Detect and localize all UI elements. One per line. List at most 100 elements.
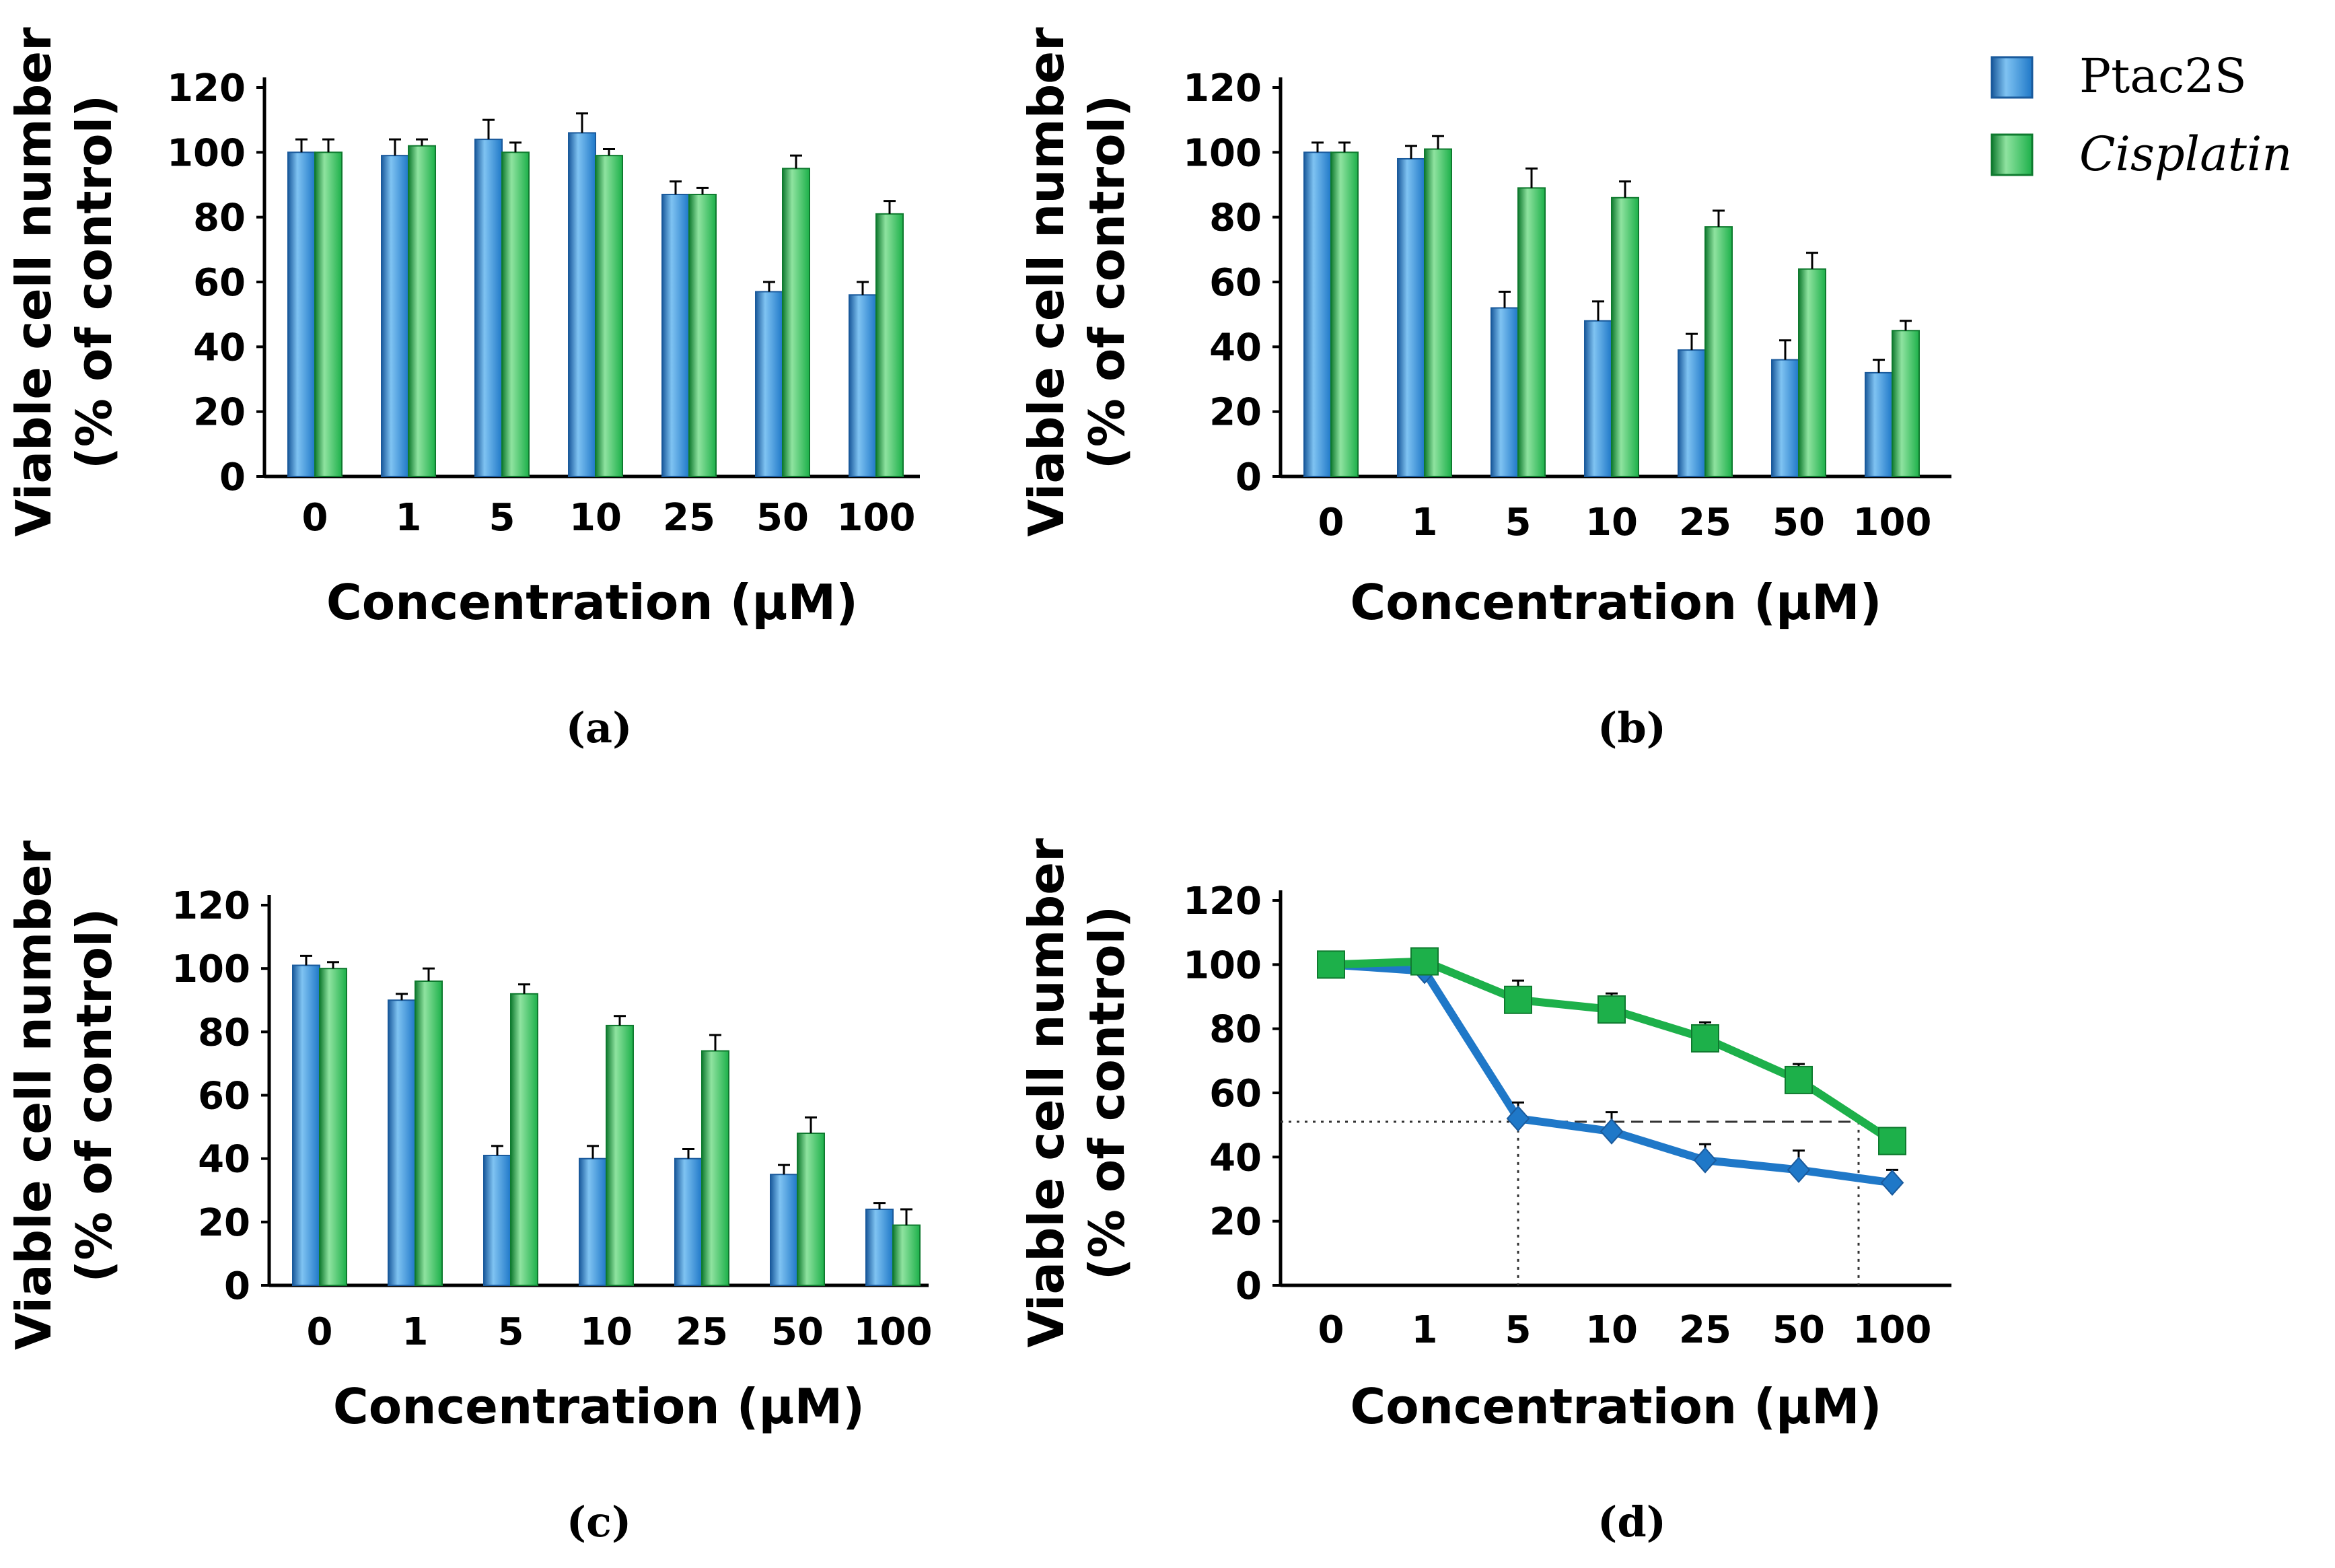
y-tick-label: 100 — [1183, 943, 1262, 987]
panel-label-a: (a) — [566, 703, 633, 752]
bar-cisplatin-100 — [1892, 330, 1920, 477]
bar-cisplatin-50 — [782, 168, 810, 478]
x-tick-label: 1 — [1412, 501, 1438, 544]
y-axis-title-line2: (% of control) — [66, 908, 122, 1282]
bar-ptac2s-5 — [483, 1154, 511, 1287]
bar-cisplatin-0 — [314, 151, 343, 477]
legend-label-cisplatin: Cisplatin — [2079, 127, 2292, 182]
bar-ptac2s-100 — [865, 1209, 894, 1286]
x-tick-label: 50 — [771, 1310, 824, 1354]
x-tick-label: 0 — [302, 496, 328, 540]
x-tick-label: 25 — [676, 1310, 728, 1354]
bar-cisplatin-5 — [1517, 187, 1546, 477]
y-tick-label: 20 — [193, 391, 246, 435]
bar-ptac2s-5 — [474, 139, 503, 477]
y-tick-label: 20 — [1209, 391, 1262, 435]
bar-ptac2s-25 — [1678, 349, 1706, 478]
bar-ptac2s-10 — [568, 132, 596, 478]
bar-ptac2s-50 — [1771, 359, 1799, 477]
x-tick-label: 25 — [1679, 501, 1731, 544]
legend-label-ptac2s: Ptac2S — [2079, 48, 2247, 104]
legend-swatch-cisplatin — [1990, 133, 2034, 176]
bar-ptac2s-50 — [755, 291, 783, 477]
bar-ptac2s-0 — [1303, 151, 1332, 477]
bar-ptac2s-5 — [1490, 307, 1519, 477]
marker-cisplatin-50 — [1785, 1065, 1813, 1094]
chart-panel-c: 0 20 40 60 80 100 120 0 1 5 10 25 50 100 Concentration… — [5, 840, 932, 1435]
chart-panel-a: 0 20 40 60 80 100 120 0 1 5 10 25 50 100 Concentration… — [5, 27, 920, 631]
y-tick-label: 20 — [1209, 1201, 1262, 1244]
x-tick-label: 100 — [837, 496, 916, 540]
y-axis-title-line2: (% of control) — [1079, 95, 1135, 469]
bar-ptac2s-100 — [849, 294, 877, 477]
y-tick-label: 0 — [219, 456, 246, 499]
marker-cisplatin-100 — [1878, 1127, 1906, 1155]
bar-ptac2s-100 — [1865, 371, 1893, 477]
marker-ptac2s-10 — [1600, 1118, 1624, 1145]
marker-cisplatin-0 — [1317, 950, 1345, 979]
y-tick-label: 40 — [198, 1138, 250, 1182]
y-tick-label: 100 — [1183, 131, 1262, 175]
x-tick-label: 1 — [396, 496, 422, 540]
chart-panel-d: 0 20 40 60 80 100 120 0 1 5 10 25 50 100 Concentration… — [1018, 838, 1951, 1435]
bar-cisplatin-100 — [875, 213, 904, 477]
y-tick-label: 80 — [198, 1011, 250, 1055]
y-tick-label: 120 — [167, 67, 246, 110]
y-tick-label: 60 — [193, 261, 246, 305]
x-tick-label: 50 — [756, 496, 809, 540]
bar-ptac2s-1 — [388, 999, 416, 1286]
bar-ptac2s-25 — [674, 1157, 703, 1286]
y-axis-title-line1: Viable cell number — [1018, 838, 1075, 1348]
y-tick-label: 80 — [193, 197, 246, 240]
bar-cisplatin-25 — [701, 1050, 729, 1287]
x-tick-label: 100 — [1853, 1308, 1932, 1352]
y-tick-label: 80 — [1209, 1008, 1262, 1052]
bar-cisplatin-5 — [501, 151, 530, 477]
x-axis-title: Concentration (μM) — [1350, 1378, 1881, 1435]
y-tick-label: 40 — [1209, 326, 1262, 369]
bar-ptac2s-10 — [1584, 320, 1612, 477]
bar-cisplatin-50 — [797, 1133, 825, 1286]
y-axis-title-line2: (% of control) — [1079, 906, 1135, 1280]
marker-ptac2s-5 — [1506, 1105, 1530, 1132]
x-tick-label: 0 — [307, 1310, 333, 1354]
y-tick-label: 60 — [1209, 261, 1262, 305]
marker-cisplatin-5 — [1504, 985, 1532, 1014]
y-axis-title-line1: Viable cell number — [1018, 27, 1075, 537]
x-tick-label: 5 — [1505, 501, 1532, 544]
bar-ptac2s-0 — [292, 964, 320, 1287]
bar-ptac2s-50 — [770, 1174, 798, 1287]
y-axis-title-line1: Viable cell number — [5, 840, 62, 1350]
y-tick-label: 120 — [172, 884, 250, 928]
bar-cisplatin-1 — [415, 981, 443, 1286]
marker-ptac2s-100 — [1880, 1169, 1904, 1196]
y-tick-label: 80 — [1209, 197, 1262, 240]
y-tick-label: 120 — [1183, 67, 1262, 110]
bar-cisplatin-0 — [1330, 151, 1359, 477]
x-axis-title: Concentration (μM) — [333, 1378, 865, 1435]
y-tick-label: 40 — [193, 326, 246, 369]
x-tick-label: 25 — [1679, 1308, 1731, 1352]
y-axis-title-line2: (% of control) — [66, 95, 122, 469]
bar-cisplatin-1 — [408, 145, 436, 477]
y-tick-label: 100 — [167, 131, 246, 175]
bar-cisplatin-0 — [319, 968, 347, 1286]
bar-cisplatin-5 — [510, 993, 538, 1287]
marker-cisplatin-1 — [1410, 947, 1439, 976]
x-tick-label: 0 — [1318, 1308, 1344, 1352]
bar-cisplatin-25 — [688, 193, 717, 477]
panel-label-c: (c) — [567, 1497, 631, 1546]
x-tick-label: 10 — [569, 496, 622, 540]
bar-ptac2s-0 — [287, 151, 316, 477]
y-tick-label: 40 — [1209, 1136, 1262, 1180]
y-tick-label: 0 — [1235, 1264, 1262, 1308]
y-tick-label: 0 — [1235, 456, 1262, 499]
y-tick-label: 100 — [172, 948, 250, 991]
bar-cisplatin-25 — [1704, 226, 1733, 477]
x-tick-label: 10 — [580, 1310, 633, 1354]
chart-panel-b: 0 20 40 60 80 100 120 0 1 5 10 25 50 100 Concentration… — [1018, 27, 1951, 631]
bar-ptac2s-25 — [661, 193, 690, 477]
y-tick-label: 120 — [1183, 880, 1262, 923]
bar-cisplatin-50 — [1798, 268, 1826, 477]
